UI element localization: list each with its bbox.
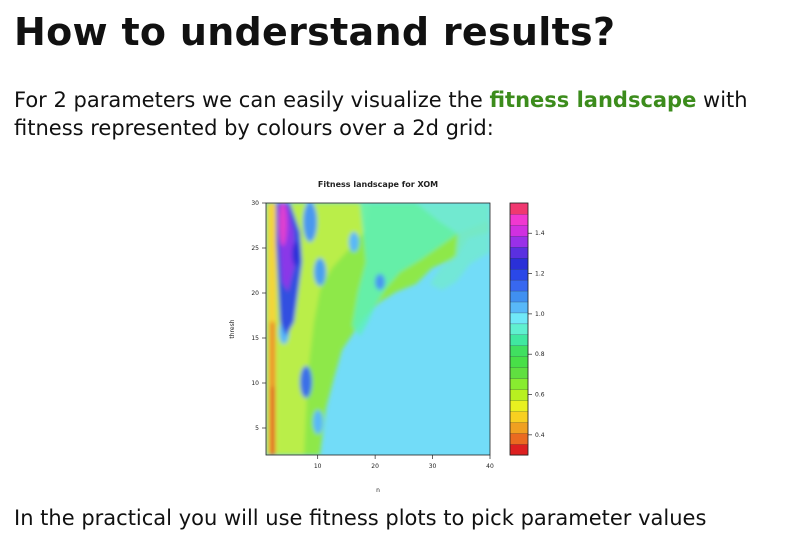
colorbar-tick-label: 1.4 <box>535 230 545 237</box>
chart-title: Fitness landscape for XOM <box>318 180 438 189</box>
colorbar-segment <box>509 323 529 336</box>
y-tick-label: 20 <box>251 290 259 297</box>
y-axis-label: thresh <box>229 319 236 338</box>
y-tick-label: 5 <box>255 425 259 432</box>
heatmap-patch <box>375 274 385 290</box>
slide-title: How to understand results? <box>14 10 616 54</box>
colorbar-segment <box>509 400 529 412</box>
colorbar-frame <box>509 202 529 456</box>
intro-paragraph: For 2 parameters we can easily visualize… <box>14 86 784 142</box>
colorbar-axis: 0.4 0.6 0.8 1.0 1.2 1.4 <box>528 230 545 439</box>
x-tick-label: 10 <box>314 463 322 470</box>
x-tick-label: 20 <box>371 463 379 470</box>
colorbar-segment <box>509 213 529 226</box>
colorbar-segment <box>509 224 529 237</box>
colorbar-segment <box>509 411 529 423</box>
heatmap-region-teal <box>416 203 490 290</box>
colorbar <box>509 202 529 456</box>
intro-text-end: with fitness represented by colours over… <box>14 88 748 140</box>
colorbar-segment <box>509 367 529 379</box>
heatmap-patch <box>303 203 317 242</box>
x-tick-label: 40 <box>486 463 494 470</box>
colorbar-segment <box>509 378 529 390</box>
colorbar-segment <box>509 312 529 325</box>
heatmap-peak <box>279 203 287 246</box>
heatmap-region-cyan <box>352 203 490 336</box>
colorbar-segment <box>509 443 529 456</box>
colorbar-tick-label: 0.4 <box>535 432 545 439</box>
y-axis: 5 10 15 20 25 30 <box>251 200 266 432</box>
colorbar-segment <box>509 389 529 401</box>
colorbar-segment <box>509 235 529 248</box>
colorbar-segment <box>509 279 529 292</box>
heatmap-low-stripe <box>271 387 274 455</box>
y-tick-label: 10 <box>251 380 259 387</box>
colorbar-segment <box>509 290 529 303</box>
colorbar-tick-label: 0.8 <box>535 351 545 358</box>
colorbar-segment <box>509 301 529 314</box>
colorbar-segment <box>509 257 529 270</box>
colorbar-segment <box>509 334 529 346</box>
colorbar-segment <box>509 202 529 215</box>
y-tick-label: 15 <box>251 335 259 342</box>
footer-text: In the practical you will use fitness pl… <box>14 506 707 530</box>
colorbar-tick-label: 1.0 <box>535 311 545 318</box>
heatmap-patch <box>349 232 359 252</box>
heatmap-patch <box>313 410 323 434</box>
heatmap-patch <box>314 258 326 286</box>
intro-text-start: For 2 parameters we can easily visualize… <box>14 88 490 112</box>
y-tick-label: 25 <box>251 245 259 252</box>
y-tick-label: 30 <box>251 200 259 207</box>
plot-frame <box>265 202 491 456</box>
heatmap-field <box>266 203 490 455</box>
fitness-heatmap-chart: Fitness landscape for XOM <box>229 180 545 494</box>
colorbar-segment <box>509 422 529 434</box>
colorbar-tick-label: 1.2 <box>535 271 545 278</box>
colorbar-tick-label: 0.6 <box>535 392 545 399</box>
colorbar-segment <box>509 356 529 368</box>
colorbar-segment <box>509 345 529 357</box>
x-tick-label: 30 <box>429 463 437 470</box>
heatmap-peak <box>292 242 300 266</box>
heatmap-patch <box>300 366 312 398</box>
x-axis-label: n <box>376 487 380 494</box>
fitness-landscape-highlight: fitness landscape <box>489 88 697 112</box>
colorbar-segment <box>509 246 529 259</box>
x-axis: 10 20 30 40 <box>314 455 494 470</box>
colorbar-segment <box>509 268 529 281</box>
colorbar-segment <box>509 432 529 445</box>
